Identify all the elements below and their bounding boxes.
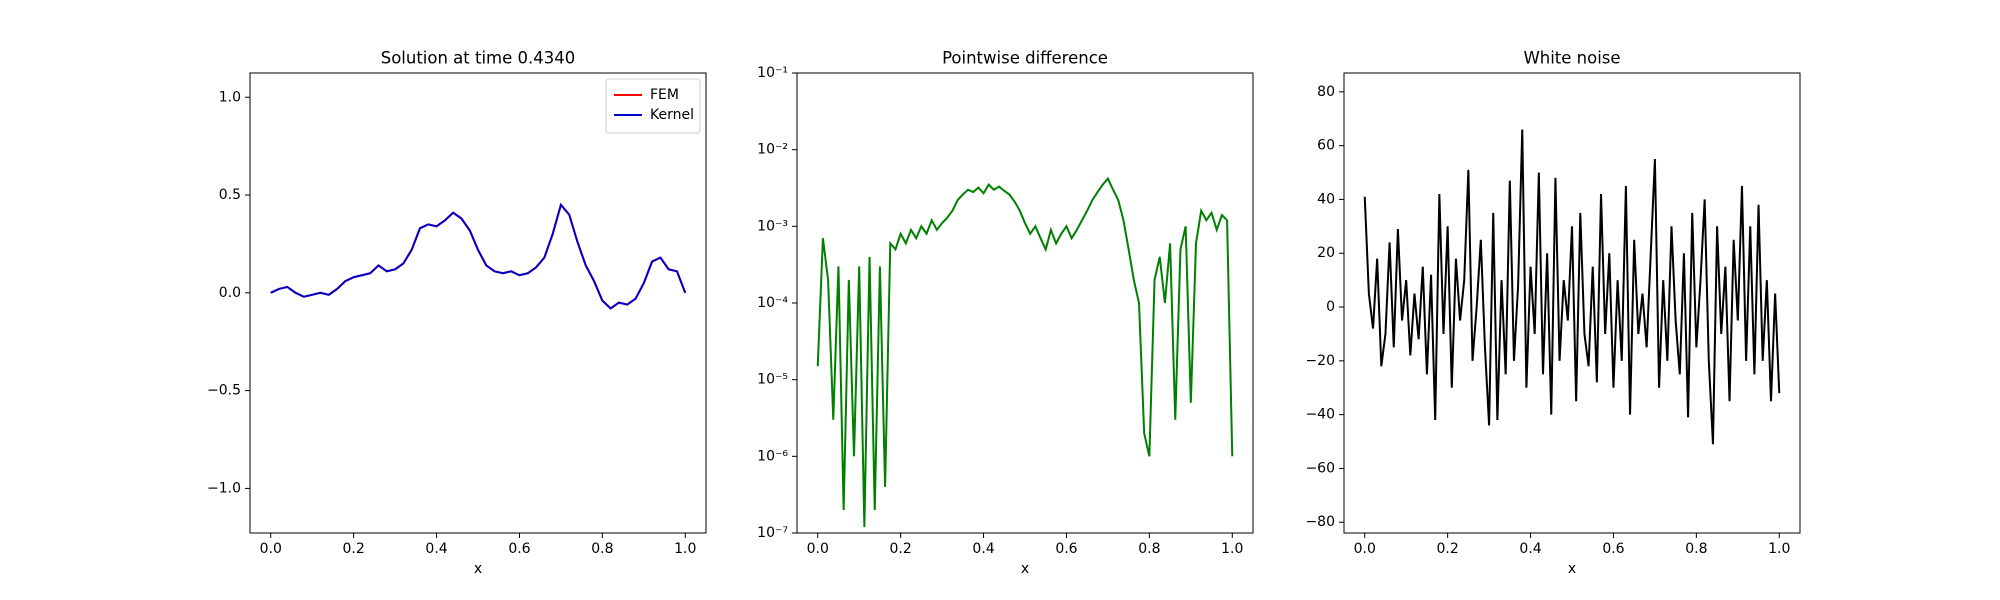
y-tick-label: −20 <box>1305 353 1335 369</box>
x-tick-label: 0.4 <box>1519 541 1541 557</box>
series-line <box>816 176 1234 527</box>
x-tick-label: 1.0 <box>674 541 696 557</box>
x-tick-label: 0.8 <box>1685 541 1707 557</box>
series-line <box>1363 129 1781 445</box>
x-tick-label: 0.2 <box>890 541 912 557</box>
axes-frame <box>249 72 707 534</box>
x-tick-label: 0.0 <box>260 541 282 557</box>
axes-frame <box>796 72 1254 534</box>
x-tick-label: 0.4 <box>972 541 994 557</box>
axes-frame <box>1343 72 1801 534</box>
x-tick-label: 0.0 <box>807 541 829 557</box>
y-tick-label: 1.0 <box>219 89 241 105</box>
x-tick-label: 0.2 <box>1437 541 1459 557</box>
plot-area <box>816 176 1234 527</box>
y-tick-label: 10⁻⁷ <box>757 525 788 541</box>
y-tick-label: 0.5 <box>219 187 241 203</box>
y-tick-label: 10⁻⁶ <box>757 448 788 464</box>
y-tick-label: 20 <box>1317 245 1335 261</box>
x-axis-label: x <box>1021 561 1029 577</box>
y-tick-label: 0 <box>1326 299 1335 315</box>
y-tick-label: −0.5 <box>207 383 241 399</box>
x-axis-label: x <box>1568 561 1576 577</box>
y-tick-label: 10⁻² <box>757 142 788 158</box>
x-tick-label: 0.6 <box>508 541 530 557</box>
y-tick-label: −80 <box>1305 514 1335 530</box>
y-tick-label: 0.0 <box>219 285 241 301</box>
x-tick-label: 1.0 <box>1221 541 1243 557</box>
y-tick-label: 40 <box>1317 191 1335 207</box>
x-tick-label: 0.6 <box>1602 541 1624 557</box>
y-tick-label: 10⁻⁵ <box>757 372 788 388</box>
y-tick-label: 10⁻¹ <box>757 65 788 81</box>
y-tick-label: 80 <box>1317 84 1335 100</box>
chart-title: Pointwise difference <box>942 49 1108 68</box>
plot-area <box>270 202 687 310</box>
y-tick-label: −1.0 <box>207 480 241 496</box>
x-tick-label: 0.6 <box>1055 541 1077 557</box>
y-tick-label: 10⁻⁴ <box>757 295 788 311</box>
chart-title: White noise <box>1523 49 1620 68</box>
x-tick-label: 0.8 <box>591 541 613 557</box>
y-tick-label: 10⁻³ <box>757 218 788 234</box>
legend-label: Kernel <box>650 107 694 123</box>
x-tick-label: 0.0 <box>1354 541 1376 557</box>
x-tick-label: 0.2 <box>343 541 365 557</box>
y-tick-label: 60 <box>1317 138 1335 154</box>
x-tick-label: 1.0 <box>1768 541 1790 557</box>
legend-box <box>605 78 701 134</box>
plot-area <box>1363 129 1781 445</box>
y-tick-label: −60 <box>1305 460 1335 476</box>
legend-label: FEM <box>650 87 679 103</box>
series-line <box>270 202 687 310</box>
y-tick-label: −40 <box>1305 407 1335 423</box>
chart-title: Solution at time 0.4340 <box>381 49 576 68</box>
x-axis-label: x <box>474 561 482 577</box>
x-tick-label: 0.8 <box>1138 541 1160 557</box>
x-tick-label: 0.4 <box>425 541 447 557</box>
